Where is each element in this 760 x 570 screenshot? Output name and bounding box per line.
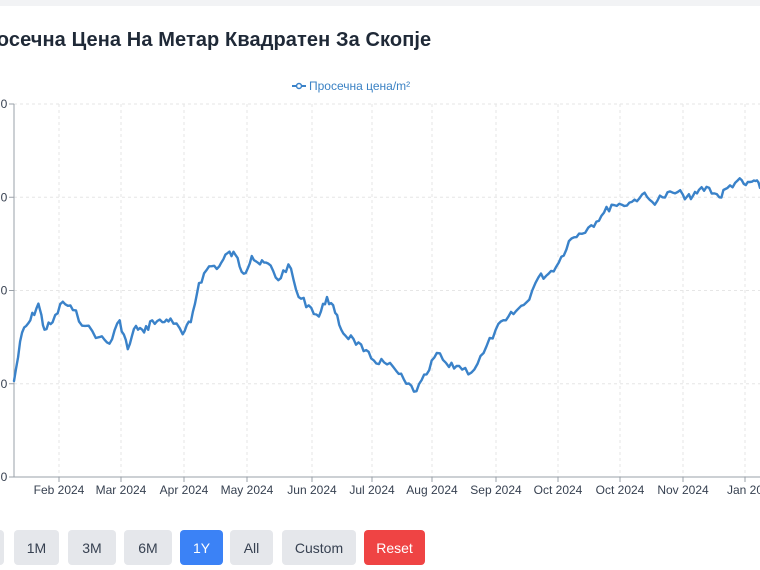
range-selector: 1M 3M 6M 1Y All Custom Reset — [0, 530, 760, 565]
x-tick-label: Mar 2024 — [96, 483, 147, 497]
reset-button[interactable]: Reset — [364, 530, 425, 565]
x-tick-label: Aug 2024 — [406, 483, 458, 497]
legend[interactable]: Просечна цена/m² — [292, 79, 410, 93]
y-tick-label: 0 — [1, 470, 8, 484]
range-button-6m[interactable]: 6M — [124, 530, 172, 565]
x-tick-label: Sep 2024 — [470, 483, 522, 497]
x-tick-label: Apr 2024 — [160, 483, 209, 497]
range-button-1y[interactable]: 1Y — [180, 530, 223, 565]
x-tick-label: Oct 2024 — [534, 483, 583, 497]
grid — [14, 103, 760, 478]
y-tick-label: 0 — [1, 284, 8, 298]
chart-title: Просечна Цена На Метар Квадратен За Скоп… — [0, 29, 432, 51]
x-tick-label: Oct 2024 — [596, 483, 645, 497]
x-tick-label: Jul 2024 — [349, 483, 395, 497]
custom-range-button[interactable]: Custom — [282, 530, 356, 565]
line-chart: Просечна цена/m² Feb 2024 Mar 2024 Apr 202… — [1, 79, 760, 497]
series-layer — [12, 177, 760, 393]
y-tick-label: 0 — [1, 190, 8, 204]
y-tick-label: 0 — [1, 97, 8, 111]
legend-label: Просечна цена/m² — [309, 79, 410, 93]
x-tick-label: Jan 20 — [727, 483, 760, 497]
x-tick-label: May 2024 — [221, 483, 274, 497]
y-tick-labels: 0 0 0 0 0 — [1, 97, 8, 484]
series-line — [12, 177, 760, 393]
range-button-all[interactable]: All — [230, 530, 273, 565]
range-button-partial[interactable] — [0, 530, 4, 565]
y-tick-label: 0 — [1, 377, 8, 391]
x-tick-label: Jun 2024 — [287, 483, 337, 497]
top-band — [0, 0, 760, 6]
x-tick-labels: Feb 2024 Mar 2024 Apr 2024 May 2024 Jun 2024… — [34, 483, 760, 497]
legend-marker — [295, 82, 303, 90]
axes — [9, 103, 760, 482]
range-button-1m[interactable]: 1M — [14, 530, 59, 565]
x-tick-label: Nov 2024 — [657, 483, 709, 497]
x-tick-label: Feb 2024 — [34, 483, 85, 497]
range-button-3m[interactable]: 3M — [68, 530, 116, 565]
